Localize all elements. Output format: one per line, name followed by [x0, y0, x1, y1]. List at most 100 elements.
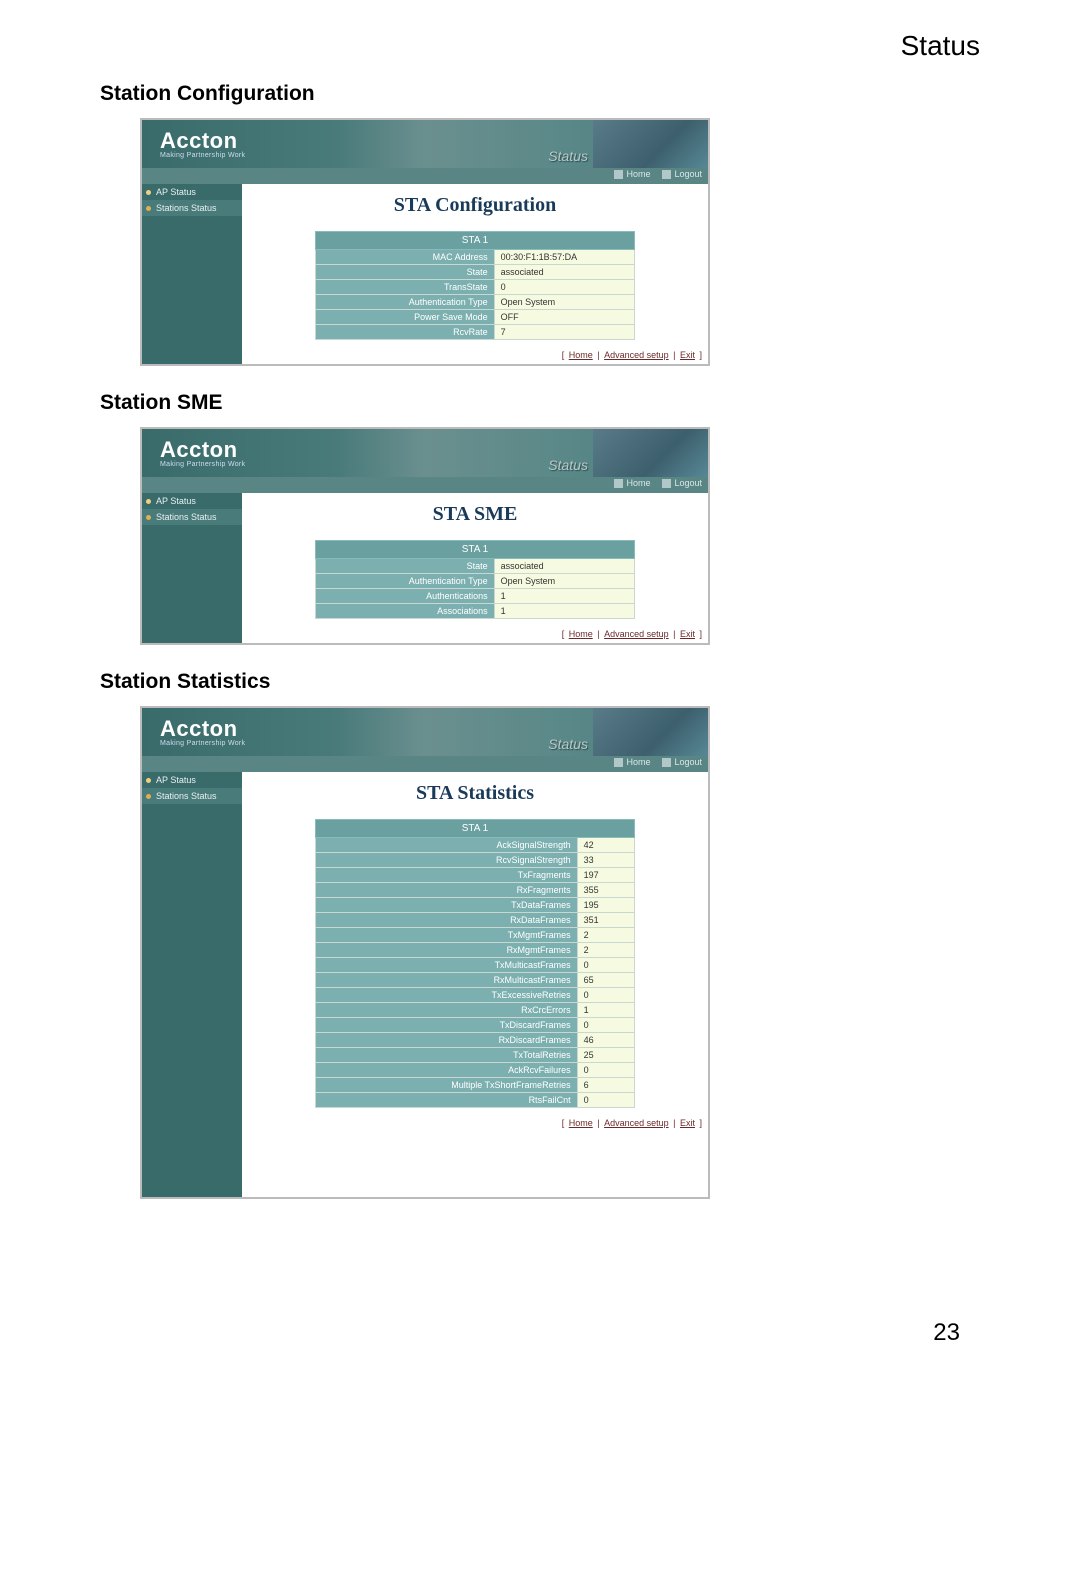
row-label: RxFragments	[316, 883, 578, 898]
section-heading-sme: Station SME	[100, 391, 980, 415]
row-value: 46	[577, 1033, 634, 1048]
topbar-logout-link[interactable]: Logout	[662, 169, 702, 179]
section-heading-statistics: Station Statistics	[100, 670, 980, 694]
row-label: RcvSignalStrength	[316, 853, 578, 868]
row-value: 6	[577, 1078, 634, 1093]
row-label: AckRcvFailures	[316, 1063, 578, 1078]
row-value: 355	[577, 883, 634, 898]
sidebar-item-ap-status[interactable]: AP Status	[142, 772, 242, 788]
sidebar: AP Status Stations Status	[142, 772, 242, 1197]
footer-advanced-link[interactable]: Advanced setup	[604, 1118, 669, 1128]
logout-icon	[662, 479, 671, 488]
row-label: RxCrcErrors	[316, 1003, 578, 1018]
main-content: STA Configuration STA 1 MAC Address00:30…	[242, 184, 708, 364]
screenshot-sme: Accton Making Partnership Work Status Ho…	[140, 427, 710, 645]
screenshot-configuration: Accton Making Partnership Work Status Ho…	[140, 118, 710, 366]
row-label: TxDiscardFrames	[316, 1018, 578, 1033]
home-icon	[614, 479, 623, 488]
row-value: 7	[494, 325, 634, 340]
row-label: Multiple TxShortFrameRetries	[316, 1078, 578, 1093]
row-value: Open System	[494, 574, 634, 589]
footer-exit-link[interactable]: Exit	[680, 629, 695, 639]
row-label: RxMgmtFrames	[316, 943, 578, 958]
row-label: Authentication Type	[316, 295, 495, 310]
sta-header: STA 1	[316, 232, 635, 250]
row-label: TxMulticastFrames	[316, 958, 578, 973]
row-label: Associations	[316, 604, 495, 619]
topbar-logout-link[interactable]: Logout	[662, 757, 702, 767]
sta-header: STA 1	[316, 820, 635, 838]
banner: Accton Making Partnership Work Status	[142, 708, 708, 756]
brand-name: Accton	[160, 439, 245, 461]
row-value: 00:30:F1:1B:57:DA	[494, 250, 634, 265]
section-heading-configuration: Station Configuration	[100, 82, 980, 106]
footer-links: [ Home | Advanced setup | Exit ]	[242, 340, 708, 364]
home-icon	[614, 170, 623, 179]
sidebar-item-stations-status[interactable]: Stations Status	[142, 788, 242, 804]
row-label: TxMgmtFrames	[316, 928, 578, 943]
row-label: RxDataFrames	[316, 913, 578, 928]
footer-advanced-link[interactable]: Advanced setup	[604, 629, 669, 639]
row-label: TxDataFrames	[316, 898, 578, 913]
sidebar-item-stations-status[interactable]: Stations Status	[142, 509, 242, 525]
sidebar-item-stations-status[interactable]: Stations Status	[142, 200, 242, 216]
banner: Accton Making Partnership Work Status	[142, 120, 708, 168]
row-label: State	[316, 265, 495, 280]
footer-home-link[interactable]: Home	[569, 1118, 593, 1128]
banner-graphic	[593, 429, 708, 477]
footer-home-link[interactable]: Home	[569, 350, 593, 360]
banner-graphic	[593, 708, 708, 756]
row-value: 0	[577, 1093, 634, 1108]
row-value: 195	[577, 898, 634, 913]
row-value: 1	[577, 1003, 634, 1018]
topbar: Home Logout	[142, 168, 708, 184]
screenshot-statistics: Accton Making Partnership Work Status Ho…	[140, 706, 710, 1199]
main-title: STA Statistics	[242, 772, 708, 819]
main-title: STA Configuration	[242, 184, 708, 231]
row-label: RxMulticastFrames	[316, 973, 578, 988]
banner-graphic	[593, 120, 708, 168]
sta-header: STA 1	[316, 541, 635, 559]
topbar-logout-link[interactable]: Logout	[662, 478, 702, 488]
row-label: RxDiscardFrames	[316, 1033, 578, 1048]
row-value: 0	[577, 958, 634, 973]
sidebar: AP Status Stations Status	[142, 184, 242, 364]
brand-name: Accton	[160, 130, 245, 152]
row-value: 0	[494, 280, 634, 295]
row-label: TxTotalRetries	[316, 1048, 578, 1063]
row-value: associated	[494, 265, 634, 280]
banner-status-label: Status	[548, 148, 588, 164]
row-value: OFF	[494, 310, 634, 325]
sidebar-item-ap-status[interactable]: AP Status	[142, 184, 242, 200]
row-label: RcvRate	[316, 325, 495, 340]
footer-exit-link[interactable]: Exit	[680, 350, 695, 360]
brand-tagline: Making Partnership Work	[160, 461, 245, 468]
row-label: Authentications	[316, 589, 495, 604]
topbar-home-link[interactable]: Home	[614, 757, 650, 767]
brand: Accton Making Partnership Work	[160, 130, 245, 159]
topbar-home-link[interactable]: Home	[614, 169, 650, 179]
topbar: Home Logout	[142, 477, 708, 493]
topbar-home-link[interactable]: Home	[614, 478, 650, 488]
brand-tagline: Making Partnership Work	[160, 152, 245, 159]
main-content: STA Statistics STA 1 AckSignalStrength42…	[242, 772, 708, 1197]
row-value: 2	[577, 943, 634, 958]
row-value: 351	[577, 913, 634, 928]
brand-tagline: Making Partnership Work	[160, 740, 245, 747]
footer-home-link[interactable]: Home	[569, 629, 593, 639]
main-title: STA SME	[242, 493, 708, 540]
page-number: 23	[100, 1319, 980, 1347]
footer-exit-link[interactable]: Exit	[680, 1118, 695, 1128]
topbar: Home Logout	[142, 756, 708, 772]
banner: Accton Making Partnership Work Status	[142, 429, 708, 477]
main-content: STA SME STA 1 Stateassociated Authentica…	[242, 493, 708, 643]
sidebar-item-ap-status[interactable]: AP Status	[142, 493, 242, 509]
row-value: 25	[577, 1048, 634, 1063]
row-label: RtsFailCnt	[316, 1093, 578, 1108]
footer-advanced-link[interactable]: Advanced setup	[604, 350, 669, 360]
row-label: Authentication Type	[316, 574, 495, 589]
row-value: 42	[577, 838, 634, 853]
logout-icon	[662, 170, 671, 179]
footer-links: [ Home | Advanced setup | Exit ]	[242, 1108, 708, 1132]
row-label: TxExcessiveRetries	[316, 988, 578, 1003]
